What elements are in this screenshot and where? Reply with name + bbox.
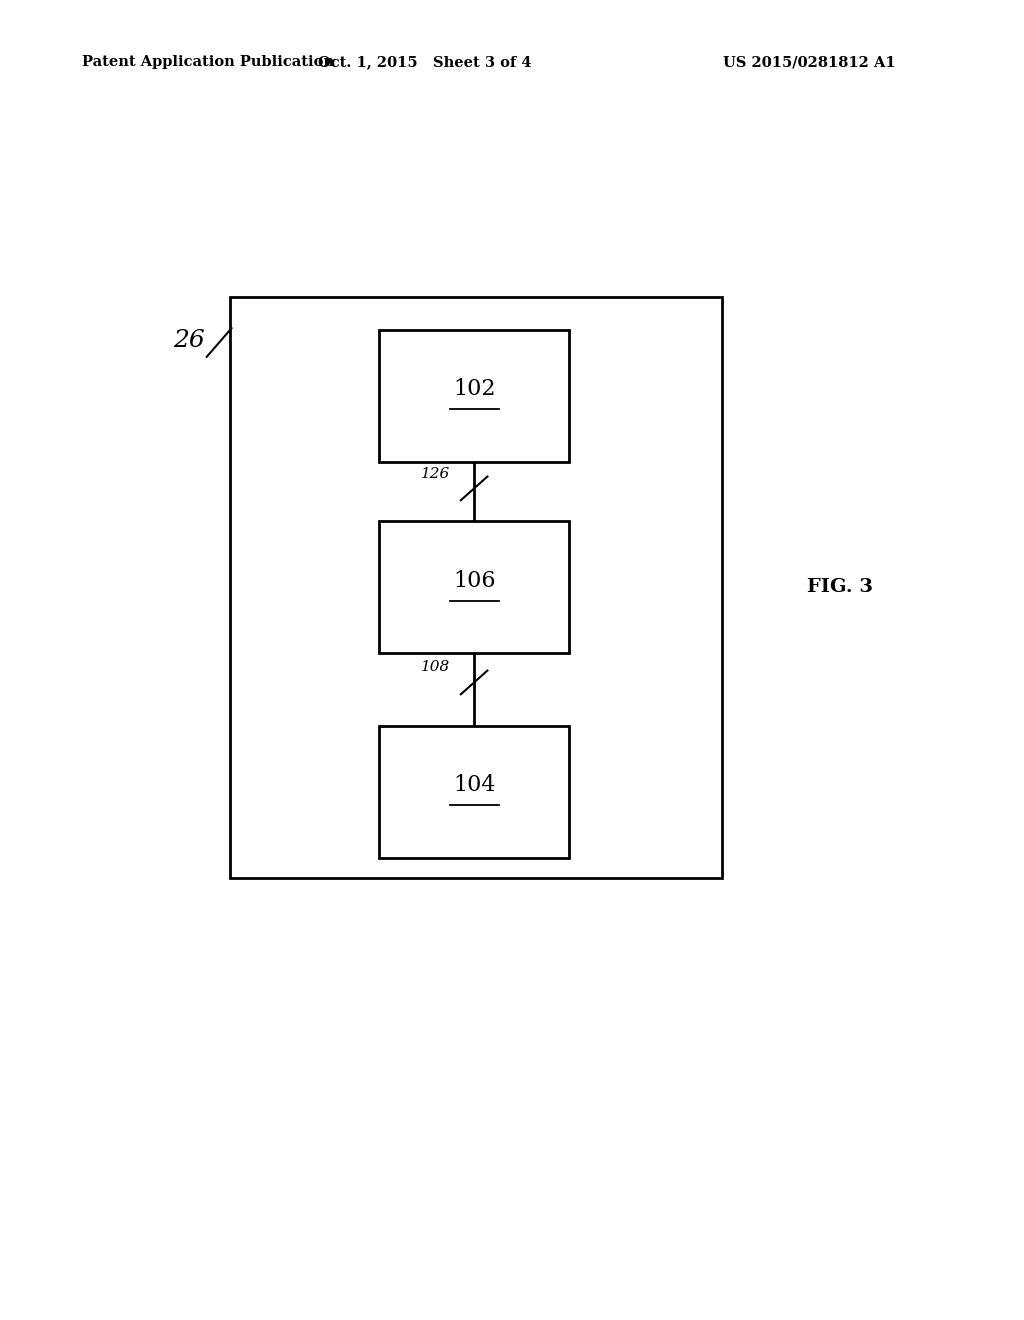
Text: 104: 104 bbox=[453, 775, 496, 796]
Text: 102: 102 bbox=[453, 379, 496, 400]
Text: 126: 126 bbox=[421, 467, 451, 480]
Bar bbox=[380, 330, 569, 462]
Text: 106: 106 bbox=[453, 570, 496, 591]
Text: US 2015/0281812 A1: US 2015/0281812 A1 bbox=[723, 55, 895, 70]
Text: 26: 26 bbox=[173, 329, 206, 352]
Bar bbox=[230, 297, 722, 878]
Bar bbox=[380, 726, 569, 858]
Text: Oct. 1, 2015   Sheet 3 of 4: Oct. 1, 2015 Sheet 3 of 4 bbox=[318, 55, 531, 70]
Bar bbox=[380, 521, 569, 653]
Text: 108: 108 bbox=[421, 660, 451, 673]
Text: Patent Application Publication: Patent Application Publication bbox=[82, 55, 334, 70]
Text: FIG. 3: FIG. 3 bbox=[807, 578, 872, 597]
